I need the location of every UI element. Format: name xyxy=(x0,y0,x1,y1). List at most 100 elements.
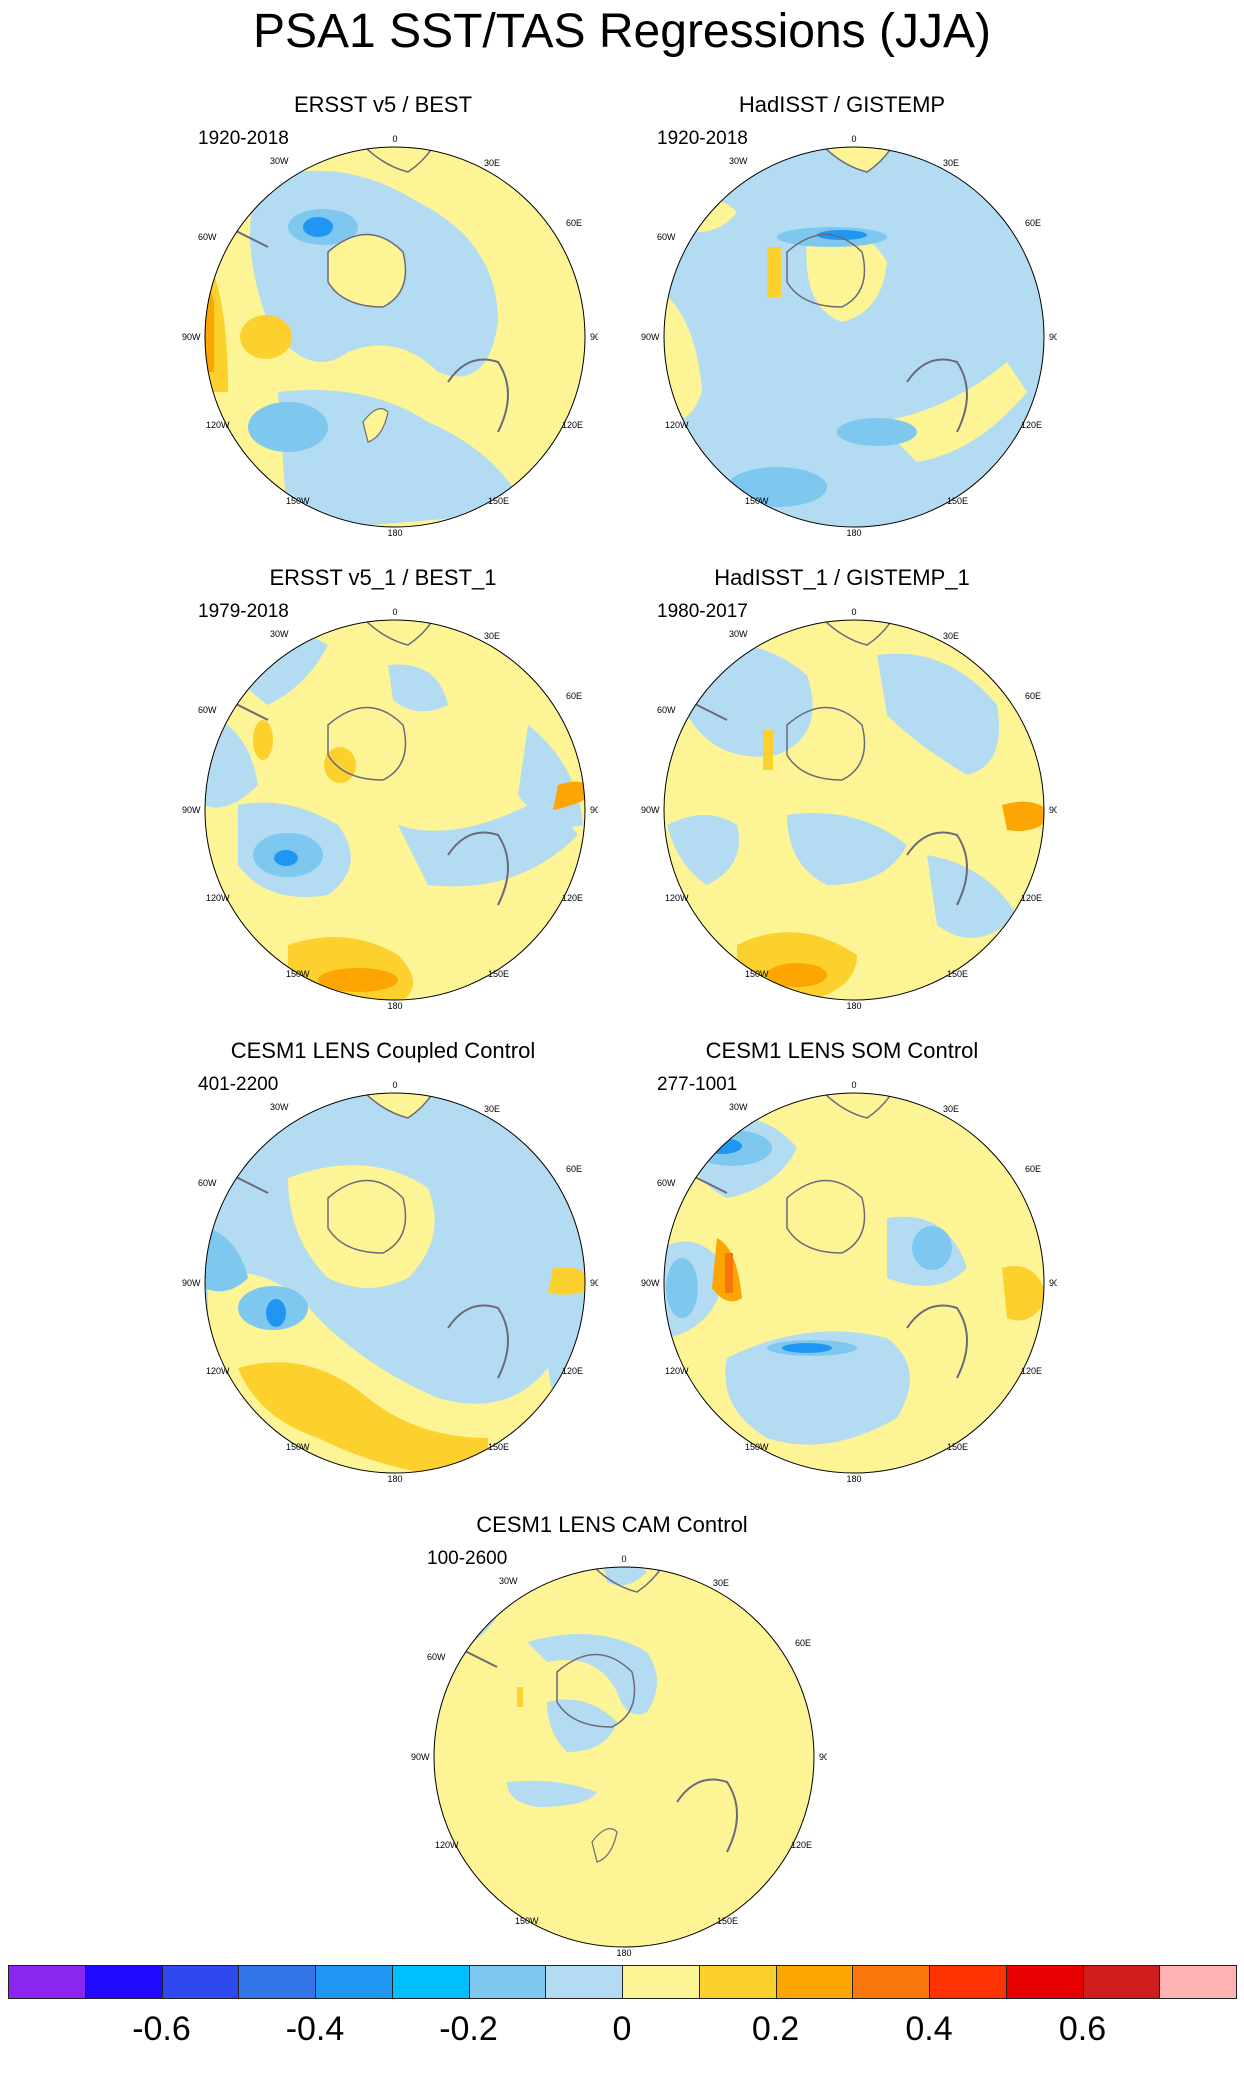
lon-label: 150W xyxy=(745,1442,769,1452)
lon-label: 120E xyxy=(562,420,583,430)
lon-label: 150E xyxy=(488,496,509,506)
polar-map: 0 30E 60E 90E 120E 150E 180 150W 120W 90… xyxy=(182,134,598,538)
colorbar-swatch xyxy=(545,1965,623,1999)
lon-label: 150W xyxy=(286,1442,310,1452)
lon-label: 180 xyxy=(846,1474,861,1484)
lon-label: 30E xyxy=(943,158,959,168)
lon-label: 90W xyxy=(411,1752,430,1762)
lon-label: 0 xyxy=(392,134,397,144)
lon-label: 30E xyxy=(484,631,500,641)
lon-label: 90W xyxy=(182,1278,201,1288)
lon-label: 60E xyxy=(1025,691,1041,701)
lon-label: 0 xyxy=(851,607,856,617)
colorbar-tick-label: -0.2 xyxy=(439,2010,498,2048)
lon-label: 90W xyxy=(641,1278,660,1288)
panel-title: ERSST v5_1 / BEST_1 xyxy=(269,565,497,590)
lon-label: 60E xyxy=(1025,1164,1041,1174)
lon-label: 90E xyxy=(590,332,598,342)
lon-label: 30W xyxy=(499,1576,518,1586)
panel-period: 1920-2018 xyxy=(198,128,289,149)
panel-title: HadISST_1 / GISTEMP_1 xyxy=(714,565,970,590)
lon-label: 0 xyxy=(392,1080,397,1090)
lon-label: 60E xyxy=(566,691,582,701)
lon-label: 120E xyxy=(1021,420,1042,430)
map-panel-lens-coupled: CESM1 LENS Coupled Control 401-2200 0 30… xyxy=(168,1038,598,1488)
lon-label: 30E xyxy=(484,1104,500,1114)
polar-map: 0 30E 60E 90E 120E 150E 180 150W 120W 90… xyxy=(641,607,1057,1011)
lon-label: 30E xyxy=(484,158,500,168)
lon-label: 60W xyxy=(198,705,217,715)
lon-label: 30W xyxy=(270,1102,289,1112)
map-panel-lens-som: CESM1 LENS SOM Control 277-1001 0 30E xyxy=(627,1038,1057,1488)
colorbar-swatch xyxy=(1159,1965,1237,1999)
lon-label: 150E xyxy=(947,969,968,979)
colorbar-swatch xyxy=(238,1965,316,1999)
map-panel-ersst1-best1: ERSST v5_1 / BEST_1 1979-2018 0 30E 6 xyxy=(168,565,598,1015)
colorbar-swatch xyxy=(1005,1965,1084,1999)
colorbar-tick-label: -0.4 xyxy=(285,2010,345,2048)
polar-map: 0 30E 60E 90E 120E 150E 180 150W 120W 90… xyxy=(182,607,598,1011)
lon-label: 120W xyxy=(206,893,230,903)
lon-label: 150W xyxy=(286,496,310,506)
lon-label: 120W xyxy=(206,420,230,430)
lon-label: 180 xyxy=(387,1474,402,1484)
panel-title: CESM1 LENS Coupled Control xyxy=(230,1038,536,1063)
lon-label: 30W xyxy=(729,1102,748,1112)
lon-label: 180 xyxy=(387,1001,402,1011)
lon-label: 120W xyxy=(435,1840,459,1850)
colorbar-swatch xyxy=(775,1965,854,1999)
colorbar-tick-label: 0.2 xyxy=(751,2010,800,2048)
lon-label: 0 xyxy=(621,1554,626,1564)
colorbar: -0.6 -0.4 -0.2 0 0.2 0.4 0.6 xyxy=(8,1965,1237,2075)
colorbar-swatch xyxy=(84,1965,163,1999)
lon-label: 120E xyxy=(562,1366,583,1376)
lon-label: 30E xyxy=(943,631,959,641)
colorbar-swatch xyxy=(8,1965,86,1999)
lon-label: 120W xyxy=(665,1366,689,1376)
lon-label: 60W xyxy=(657,705,676,715)
lon-label: 60W xyxy=(427,1652,446,1662)
colorbar-tick-label: 0.6 xyxy=(1058,2010,1107,2048)
colorbar-swatch xyxy=(161,1965,240,1999)
lon-label: 60E xyxy=(795,1638,811,1648)
lon-label: 120E xyxy=(1021,1366,1042,1376)
panel-title: CESM1 LENS SOM Control xyxy=(705,1038,979,1063)
lon-label: 90W xyxy=(182,332,201,342)
lon-label: 60W xyxy=(198,1178,217,1188)
lon-label: 150E xyxy=(488,1442,509,1452)
colorbar-swatch xyxy=(315,1965,393,1999)
lon-label: 60E xyxy=(1025,218,1041,228)
lon-label: 150E xyxy=(947,496,968,506)
lon-label: 30W xyxy=(270,629,289,639)
lon-label: 90E xyxy=(1049,805,1057,815)
lon-label: 150W xyxy=(745,969,769,979)
polar-map: 0 30E 60E 90E 120E 150E 180 150W 120W 90… xyxy=(411,1554,827,1958)
panel-period: 277-1001 xyxy=(657,1074,738,1095)
lon-label: 150E xyxy=(947,1442,968,1452)
colorbar-tick-label: -0.6 xyxy=(132,2010,191,2048)
lon-label: 0 xyxy=(851,1080,856,1090)
lon-label: 60E xyxy=(566,218,582,228)
panel-period: 1980-2017 xyxy=(657,601,748,622)
lon-label: 60W xyxy=(657,1178,676,1188)
panel-period: 401-2200 xyxy=(198,1074,279,1095)
lon-label: 150W xyxy=(515,1916,539,1926)
lon-label: 120W xyxy=(206,1366,230,1376)
colorbar-swatch xyxy=(622,1965,700,1999)
colorbar-swatch xyxy=(391,1965,470,1999)
lon-label: 0 xyxy=(392,607,397,617)
panel-title: HadISST / GISTEMP xyxy=(738,92,946,117)
lon-label: 60W xyxy=(657,232,676,242)
lon-label: 30W xyxy=(270,156,289,166)
lon-label: 30E xyxy=(943,1104,959,1114)
lon-label: 180 xyxy=(846,1001,861,1011)
lon-label: 90E xyxy=(590,805,598,815)
panel-period: 100-2600 xyxy=(427,1548,508,1569)
map-panel-lens-cam: CESM1 LENS CAM Control 100-2600 0 30E 60… xyxy=(397,1512,827,1962)
colorbar-swatch xyxy=(698,1965,777,1999)
panel-title: ERSST v5 / BEST xyxy=(293,92,473,117)
colorbar-swatch xyxy=(929,1965,1007,1999)
lon-label: 90W xyxy=(641,332,660,342)
lon-label: 60E xyxy=(566,1164,582,1174)
polar-map: 0 30E 60E 90E 120E 150E 180 150W 120W 90… xyxy=(641,1080,1057,1484)
